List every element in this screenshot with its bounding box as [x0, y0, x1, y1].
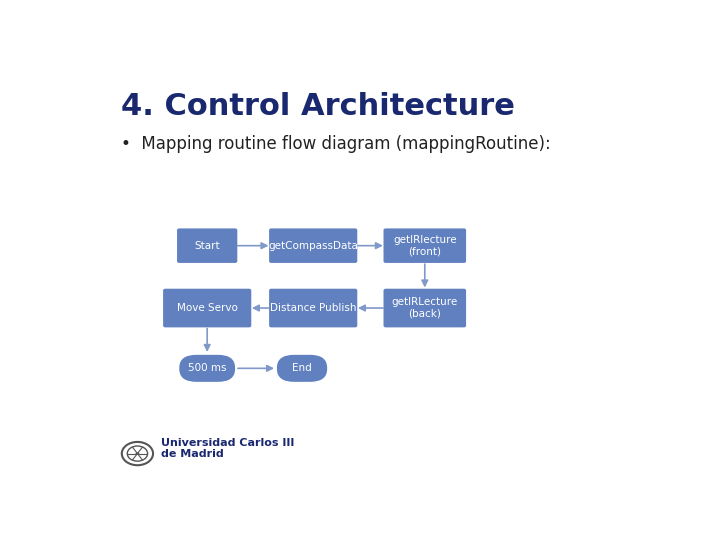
FancyBboxPatch shape	[277, 355, 327, 382]
FancyBboxPatch shape	[179, 355, 235, 382]
Text: Move Servo: Move Servo	[176, 303, 238, 313]
Text: •  Mapping routine flow diagram (mappingRoutine):: • Mapping routine flow diagram (mappingR…	[121, 136, 551, 153]
Text: getIRlecture
(front): getIRlecture (front)	[393, 235, 456, 256]
Text: Distance Publish: Distance Publish	[270, 303, 356, 313]
FancyBboxPatch shape	[177, 228, 238, 263]
FancyBboxPatch shape	[163, 289, 251, 327]
Text: getIRLecture
(back): getIRLecture (back)	[392, 297, 458, 319]
Text: getCompassData: getCompassData	[269, 241, 358, 251]
FancyBboxPatch shape	[269, 228, 357, 263]
FancyBboxPatch shape	[384, 289, 466, 327]
Text: Universidad Carlos III
de Madrid: Universidad Carlos III de Madrid	[161, 438, 294, 460]
Circle shape	[135, 452, 139, 455]
Text: Start: Start	[194, 241, 220, 251]
Text: 4. Control Architecture: 4. Control Architecture	[121, 92, 515, 121]
Text: 500 ms: 500 ms	[188, 363, 226, 373]
FancyBboxPatch shape	[384, 228, 466, 263]
FancyBboxPatch shape	[269, 289, 357, 327]
Text: End: End	[292, 363, 312, 373]
